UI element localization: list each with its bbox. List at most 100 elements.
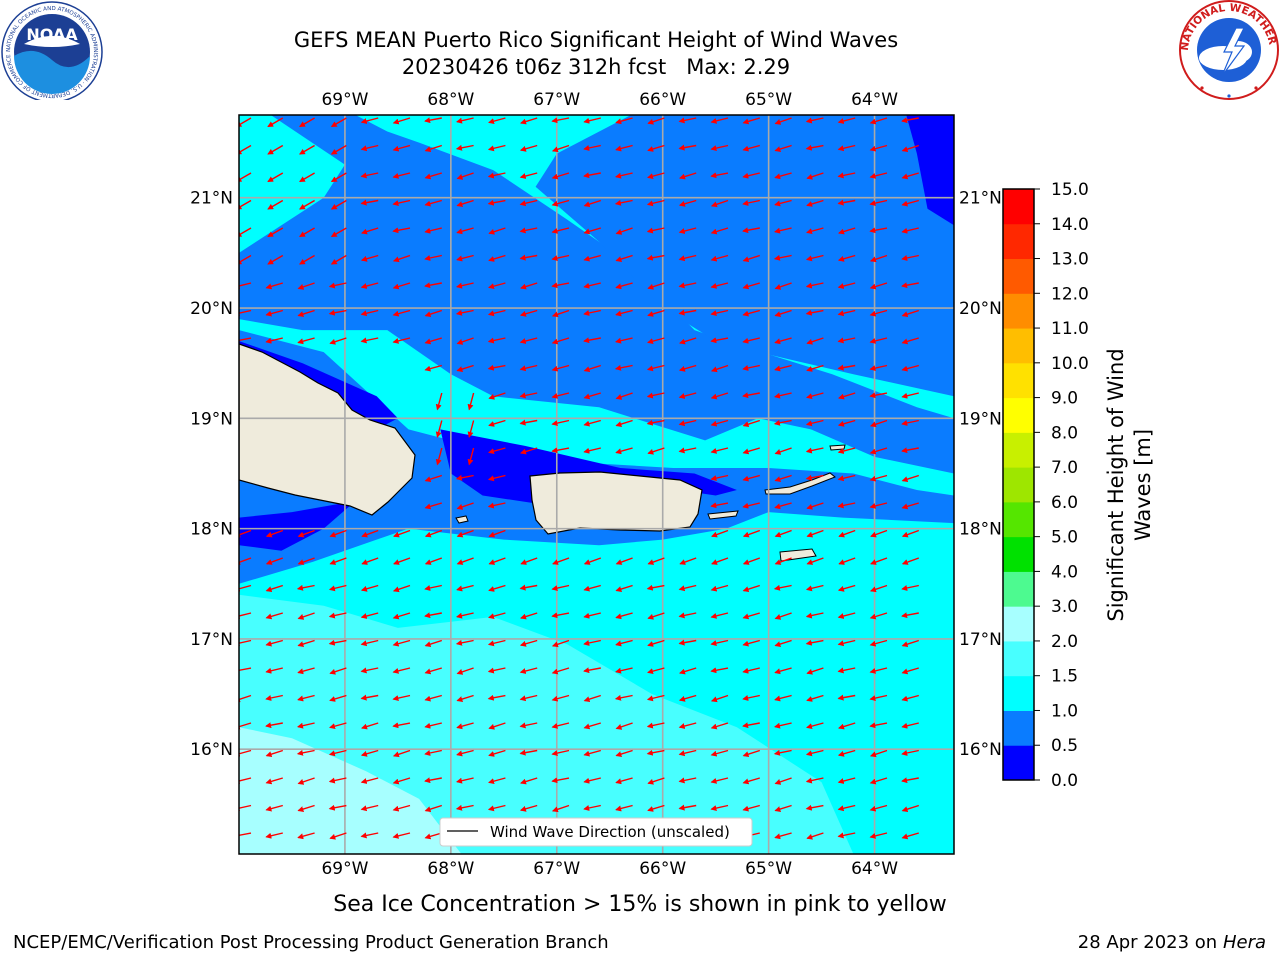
wave-direction-arrow <box>647 117 665 125</box>
lon-tick-label-bottom: 68°W <box>427 859 474 879</box>
wave-direction-arrow <box>239 667 252 674</box>
wave-direction-arrow <box>901 172 919 180</box>
wave-direction-arrow <box>239 777 252 784</box>
wave-direction-arrow <box>869 722 888 729</box>
wave-direction-arrow <box>805 447 824 454</box>
wave-direction-arrow <box>520 282 538 290</box>
wave-direction-arrow <box>901 804 920 813</box>
wave-direction-arrow <box>360 282 379 289</box>
wave-direction-arrow <box>297 777 315 785</box>
st-croix-island <box>779 548 817 562</box>
wave-direction-arrow <box>806 694 824 702</box>
wave-direction-arrow <box>805 777 824 784</box>
wave-direction-arrow <box>678 612 697 619</box>
wave-direction-arrow <box>456 694 474 702</box>
wave-direction-arrow <box>805 474 824 481</box>
wave-direction-arrow <box>901 722 919 729</box>
wave-direction-arrow <box>837 447 856 454</box>
wave-direction-arrow <box>710 227 729 235</box>
colorbar-segment <box>1003 397 1034 433</box>
wave-direction-arrow <box>488 282 506 290</box>
wave-direction-arrow <box>329 832 347 840</box>
wave-direction-arrow <box>742 557 761 565</box>
wave-direction-arrow <box>774 529 792 538</box>
wave-direction-arrow <box>456 199 474 207</box>
wave-direction-arrow <box>710 337 729 344</box>
wave-direction-arrow <box>583 447 601 454</box>
wave-direction-arrow <box>330 117 347 128</box>
wave-direction-arrow <box>456 117 474 124</box>
wave-direction-arrow <box>435 420 443 438</box>
wave-direction-arrow <box>519 392 538 399</box>
wave-direction-arrow <box>583 612 601 619</box>
wave-direction-arrow <box>774 474 792 482</box>
wave-direction-arrow <box>869 254 888 263</box>
wave-direction-arrow <box>239 254 252 265</box>
wave-direction-arrow <box>551 282 570 289</box>
wave-direction-arrow <box>551 447 570 454</box>
wave-direction-arrow <box>806 502 824 510</box>
wave-direction-arrow <box>551 337 570 345</box>
wave-direction-arrow <box>773 749 792 756</box>
colorbar-segment <box>1003 536 1034 572</box>
wave-direction-arrow <box>424 337 442 345</box>
wave-direction-arrow <box>392 694 411 702</box>
wave-direction-arrow <box>329 557 347 565</box>
wave-direction-arrow <box>901 199 919 207</box>
wave-direction-arrow <box>901 309 920 318</box>
nws-logo: NATIONAL WEATHER SERVICE <box>1178 0 1279 100</box>
wave-direction-arrow <box>487 172 506 179</box>
wave-direction-arrow <box>551 777 570 784</box>
wave-direction-arrow <box>742 309 760 317</box>
wave-direction-arrow <box>329 337 347 345</box>
wave-direction-arrow <box>678 639 697 646</box>
wave-direction-arrow <box>773 584 792 591</box>
wave-direction-arrow <box>392 749 411 758</box>
wave-direction-arrow <box>646 694 665 702</box>
wave-direction-arrow <box>519 419 538 426</box>
wave-direction-arrow <box>805 117 824 124</box>
wave-direction-arrow <box>583 172 601 179</box>
wave-direction-arrow <box>393 529 411 538</box>
wave-direction-arrow <box>678 749 697 757</box>
wave-direction-arrow <box>646 392 665 399</box>
wave-direction-arrow <box>239 117 252 128</box>
wave-direction-arrow <box>710 749 729 757</box>
wave-direction-arrow <box>360 694 379 701</box>
wave-direction-arrow <box>392 144 411 152</box>
wave-direction-arrow <box>551 254 570 262</box>
wave-direction-arrow <box>646 584 665 591</box>
lat-tick-label-left: 17°N <box>190 630 233 650</box>
wave-direction-arrow <box>328 309 347 316</box>
wave-direction-arrow <box>424 639 443 648</box>
wave-direction-arrow <box>267 144 284 155</box>
colorbar-segment <box>1003 223 1034 260</box>
wave-direction-arrow <box>869 749 888 758</box>
wave-direction-arrow <box>742 584 761 593</box>
wave-direction-arrow <box>615 337 633 344</box>
wave-direction-arrow <box>265 639 283 647</box>
wave-direction-arrow <box>424 172 442 180</box>
wave-direction-arrow <box>806 364 824 372</box>
wave-direction-arrow <box>710 144 729 152</box>
wave-direction-arrow <box>424 557 443 565</box>
lat-tick-label-right: 21°N <box>959 189 1002 209</box>
wave-direction-arrow <box>239 694 252 703</box>
wave-direction-arrow <box>742 392 760 399</box>
wave-direction-arrow <box>647 144 665 152</box>
wave-direction-arrow <box>774 144 792 152</box>
wave-direction-arrow <box>583 639 601 646</box>
wave-direction-arrow <box>583 309 601 316</box>
wave-direction-arrow <box>870 529 888 538</box>
wave-contour-0.0-0.5-5 <box>239 501 356 551</box>
wave-direction-arrow <box>710 199 729 208</box>
wave-direction-arrow <box>615 309 633 317</box>
wave-direction-arrow <box>742 749 761 758</box>
wave-direction-arrow <box>774 804 792 812</box>
wave-direction-arrow <box>360 804 379 812</box>
sea-ice-note: Sea Ice Concentration > 15% is shown in … <box>333 892 947 917</box>
wave-direction-arrow <box>678 117 697 124</box>
wave-direction-arrow <box>837 172 856 179</box>
wave-direction-arrow <box>678 282 697 289</box>
wave-direction-arrow <box>456 227 474 235</box>
